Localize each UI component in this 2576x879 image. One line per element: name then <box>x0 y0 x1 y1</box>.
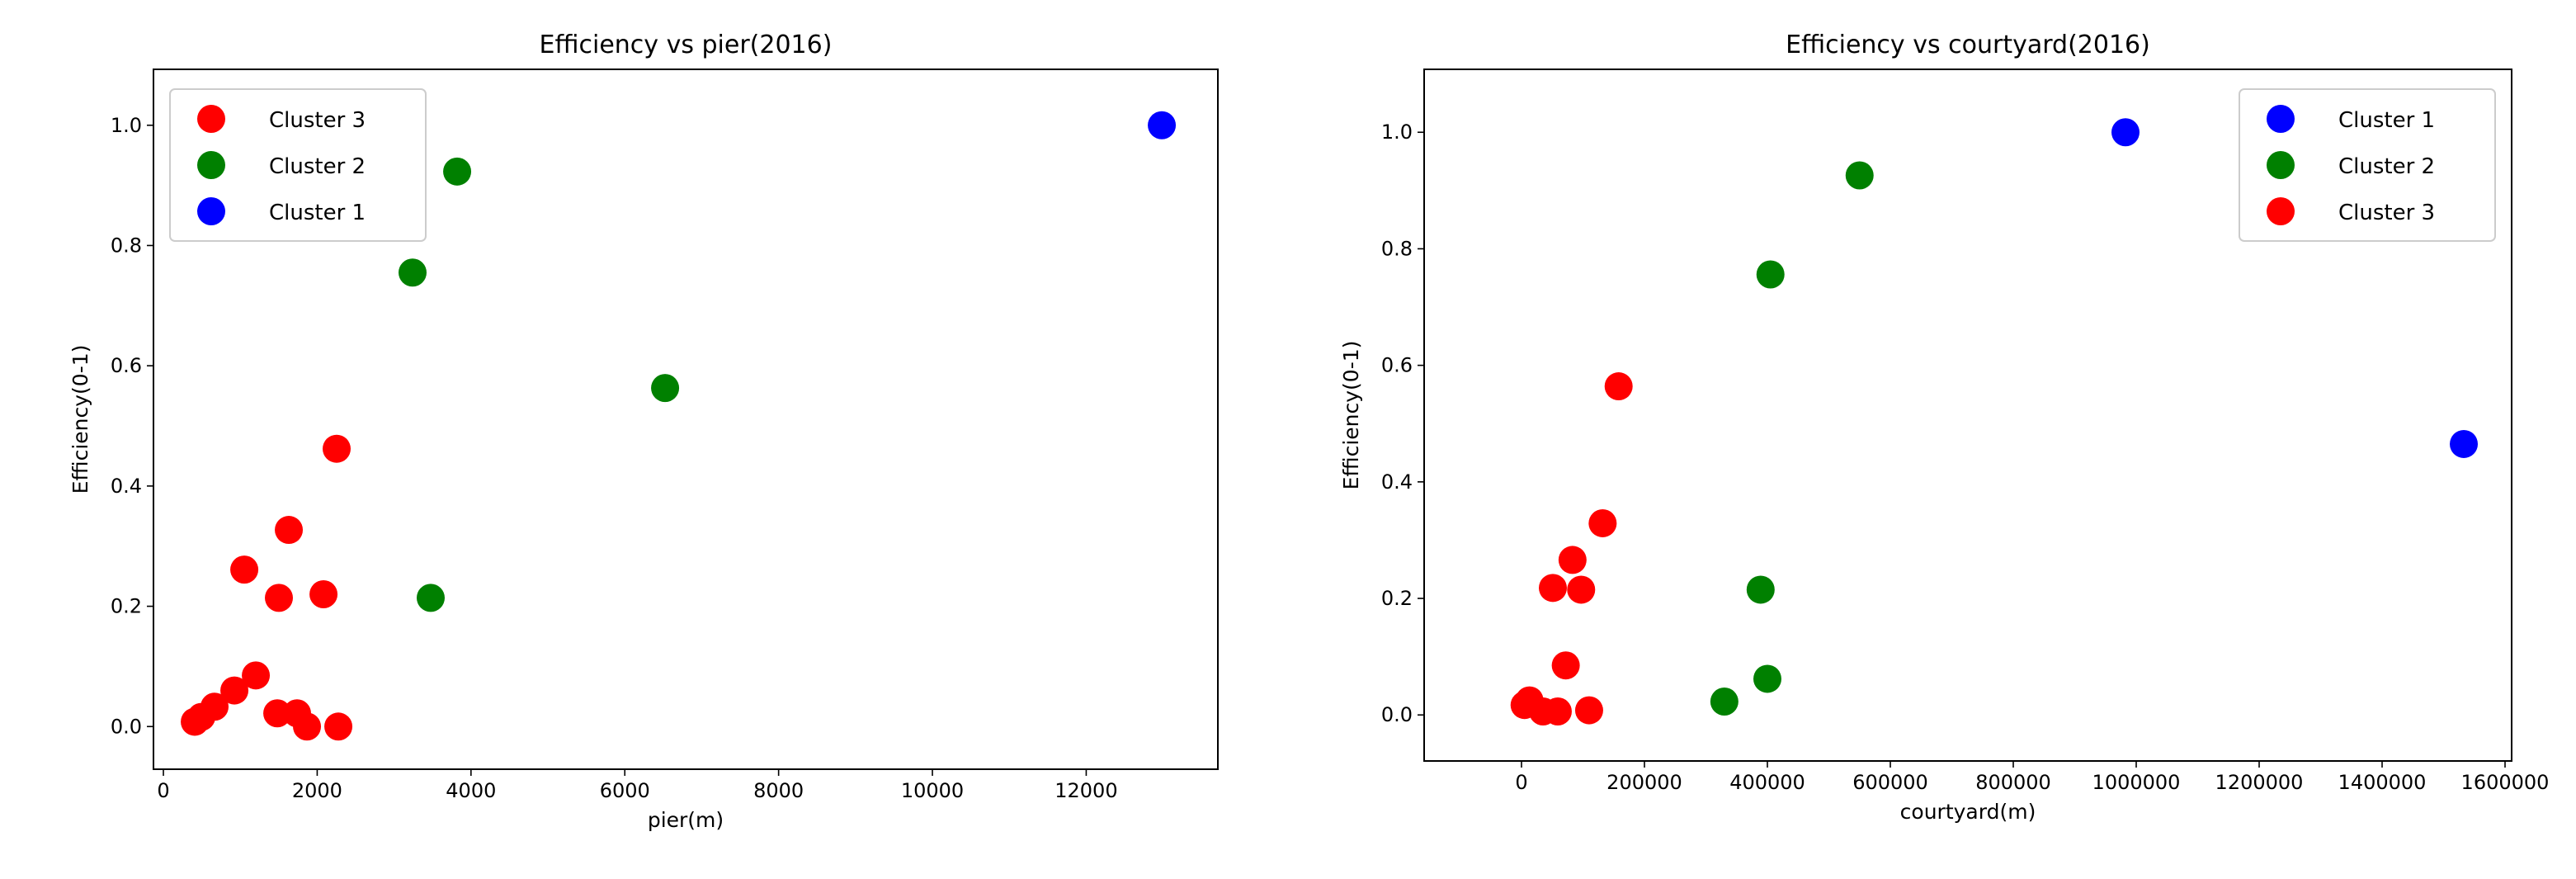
point <box>1574 696 1603 725</box>
point <box>398 258 427 287</box>
x-tick-label: 400000 <box>1729 771 1805 794</box>
point <box>1543 697 1572 725</box>
legend-label: Cluster 2 <box>2338 154 2435 179</box>
legend-marker <box>197 105 225 133</box>
legend-marker <box>2267 151 2295 179</box>
point <box>1746 575 1775 604</box>
chart-title: Efficiency vs courtyard(2016) <box>1786 31 2150 59</box>
y-axis-label: Efficiency(0-1) <box>68 345 92 494</box>
point <box>1567 575 1596 604</box>
point <box>1551 651 1580 680</box>
y-tick-label: 0.0 <box>1381 703 1413 726</box>
chart-panel: 0 200000 400000 600000 800000 1000000 1200000 1… <box>1339 31 2549 824</box>
point <box>1538 574 1567 603</box>
point <box>416 584 445 612</box>
point <box>1753 664 1781 693</box>
point <box>323 434 351 463</box>
legend-label: Cluster 3 <box>269 108 366 133</box>
point <box>1756 260 1785 289</box>
chart-title: Efficiency vs pier(2016) <box>540 31 833 59</box>
x-tick-label: 1400000 <box>2338 771 2427 794</box>
x-tick-label: 2000 <box>292 779 342 802</box>
x-tick-label: 6000 <box>600 779 650 802</box>
point <box>2111 118 2140 147</box>
legend-box <box>169 88 427 242</box>
legend-box <box>2239 88 2496 242</box>
point <box>242 661 271 690</box>
plot-frame <box>153 69 1219 770</box>
legend-label: Cluster 2 <box>269 154 366 179</box>
legend: Cluster 3 Cluster 2 Cluster 1 <box>169 88 427 242</box>
point <box>1604 372 1633 401</box>
x-axis-label: courtyard(m) <box>1900 800 2036 824</box>
point <box>275 516 304 545</box>
x-tick-label: 10000 <box>901 779 964 802</box>
x-tick-label: 200000 <box>1606 771 1682 794</box>
legend-label: Cluster 3 <box>2338 201 2435 225</box>
x-tick-label: 600000 <box>1852 771 1928 794</box>
x-tick-label: 0 <box>1515 771 1527 794</box>
legend-label: Cluster 1 <box>269 201 366 225</box>
point <box>181 707 210 736</box>
point <box>651 374 680 403</box>
x-tick-label: 0 <box>157 779 169 802</box>
x-axis-label: pier(m) <box>648 808 724 832</box>
x-tick-label: 1600000 <box>2461 771 2550 794</box>
point <box>1558 546 1587 574</box>
point <box>1148 111 1177 139</box>
y-tick-label: 0.6 <box>1381 354 1413 377</box>
legend-marker <box>2267 105 2295 133</box>
y-tick-label: 0.8 <box>1381 237 1413 260</box>
point <box>220 676 249 705</box>
y-tick-label: 0.4 <box>1381 470 1413 494</box>
y-tick-label: 0.4 <box>111 475 142 498</box>
point <box>1710 687 1739 716</box>
y-axis-label: Efficiency(0-1) <box>1339 341 1363 490</box>
legend-marker <box>197 151 225 179</box>
point <box>1588 508 1617 537</box>
legend-marker <box>197 197 225 225</box>
y-tick-label: 0.0 <box>111 715 142 738</box>
y-tick-label: 0.2 <box>1381 587 1413 610</box>
point <box>324 712 353 741</box>
point <box>230 555 259 584</box>
point <box>2450 429 2479 458</box>
y-tick-label: 0.6 <box>111 354 142 377</box>
chart-panel: 0 2000 4000 6000 8000 10000 12000 0.0 0.2 0.4 0.6 0… <box>68 31 1219 832</box>
point <box>263 699 292 728</box>
y-tick-label: 0.2 <box>111 595 142 618</box>
x-tick-label: 12000 <box>1054 779 1117 802</box>
legend: Cluster 1 Cluster 2 Cluster 3 <box>2239 88 2496 242</box>
x-tick-label: 1200000 <box>2215 771 2304 794</box>
legend-marker <box>2267 197 2295 225</box>
x-tick-label: 8000 <box>753 779 804 802</box>
point <box>265 584 294 612</box>
point <box>1510 691 1539 720</box>
x-tick-label: 1000000 <box>2092 771 2181 794</box>
y-tick-label: 1.0 <box>1381 121 1413 144</box>
y-tick-label: 1.0 <box>111 114 142 137</box>
plot-frame <box>1423 69 2512 762</box>
point <box>293 712 322 741</box>
x-tick-label: 800000 <box>1975 771 2051 794</box>
y-tick-label: 0.8 <box>111 234 142 257</box>
point <box>1845 161 1874 190</box>
point <box>443 157 472 186</box>
point <box>309 580 338 608</box>
legend-label: Cluster 1 <box>2338 108 2435 133</box>
x-tick-label: 4000 <box>446 779 496 802</box>
